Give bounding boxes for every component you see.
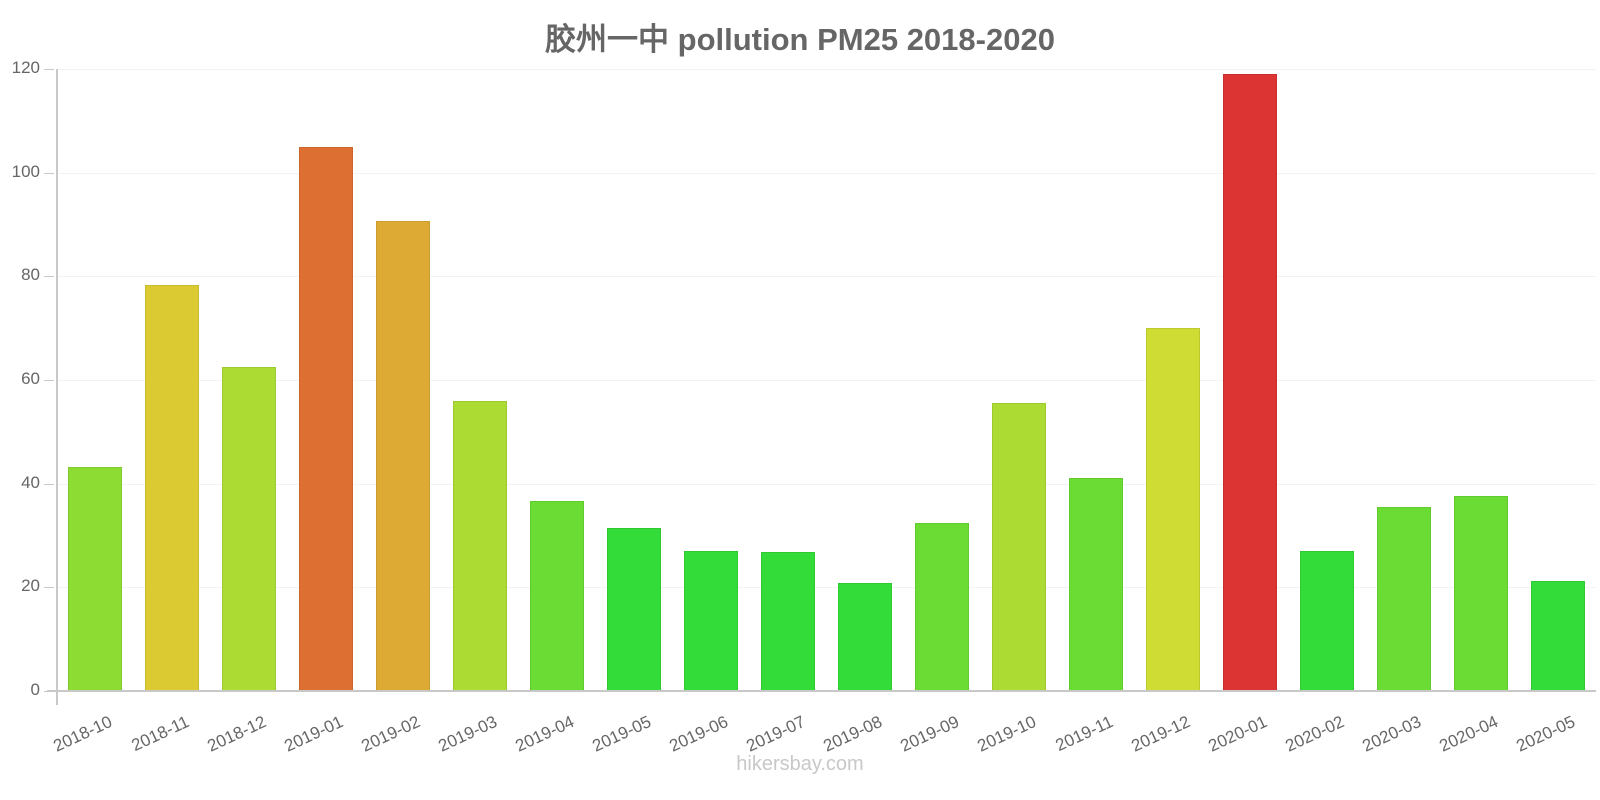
y-tick-label: 80 [21, 265, 40, 285]
bar-2019-08[interactable] [837, 583, 892, 691]
y-tick-label: 60 [21, 369, 40, 388]
bar-2018-11[interactable] [144, 285, 199, 691]
gridline [56, 276, 1596, 278]
bar-2019-06[interactable] [683, 551, 738, 691]
x-axis-line [47, 690, 1596, 692]
gridline [56, 380, 1596, 381]
y-tick-mark [44, 380, 54, 381]
gridline [56, 172, 1596, 174]
bar-2019-11[interactable] [1068, 477, 1123, 691]
watermark: hikersbay.com [736, 753, 864, 775]
y-tick-mark [44, 69, 54, 70]
plot-area [56, 69, 1596, 691]
gridline [56, 483, 1596, 485]
bar-2019-09[interactable] [914, 523, 969, 691]
bar-2020-01[interactable] [1222, 74, 1277, 691]
bar-2018-10[interactable] [67, 467, 122, 691]
bar-2018-12[interactable] [221, 367, 276, 691]
bar-2020-05[interactable] [1530, 581, 1585, 691]
bar-2020-02[interactable] [1299, 551, 1354, 691]
bar-2019-02[interactable] [375, 220, 430, 691]
y-tick-mark [44, 172, 54, 174]
bar-2019-01[interactable] [298, 146, 353, 691]
gridline [56, 69, 1596, 70]
bar-2020-03[interactable] [1376, 507, 1431, 691]
y-tick-mark [44, 276, 54, 278]
bar-2019-05[interactable] [606, 528, 661, 691]
y-axis-line [56, 69, 58, 705]
y-tick-label: 120 [11, 58, 40, 77]
y-tick-label: 100 [11, 161, 40, 181]
y-tick-mark [44, 587, 54, 589]
bar-2019-04[interactable] [529, 500, 584, 691]
y-tick-label: 40 [21, 472, 40, 492]
gridline [56, 587, 1596, 589]
bar-2019-10[interactable] [991, 402, 1046, 691]
chart-title: 胶州一中 pollution PM25 2018-2020 [545, 22, 1055, 57]
y-tick-label: 20 [21, 576, 40, 596]
y-tick-label: 0 [30, 680, 40, 699]
bar-2019-12[interactable] [1145, 328, 1200, 691]
bar-2019-03[interactable] [452, 400, 507, 691]
bar-2020-04[interactable] [1453, 496, 1508, 691]
y-tick-mark [44, 483, 54, 485]
bar-2019-07[interactable] [760, 552, 815, 691]
